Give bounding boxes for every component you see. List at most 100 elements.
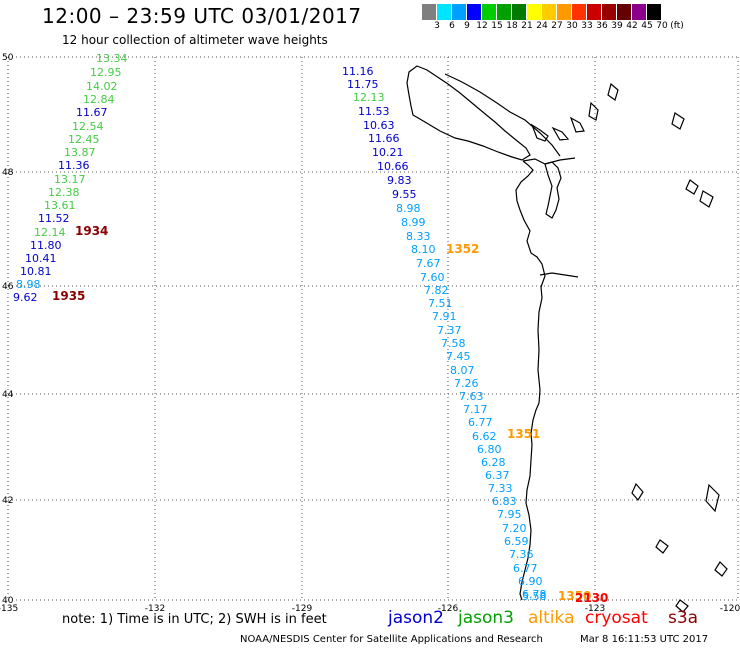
jason3-west-track: 13.3412.9514.0212.8411.6712.5412.4513.87… <box>13 52 128 304</box>
lat-label: 48 <box>2 168 14 178</box>
credit-text: NOAA/NESDIS Center for Satellite Applica… <box>240 634 543 645</box>
color-swatch-11 <box>587 4 602 20</box>
wave-height-label: 11.53 <box>358 105 390 118</box>
wave-height-label: 8.99 <box>401 216 426 229</box>
color-swatch-6 <box>512 4 527 20</box>
wave-height-label: 11.80 <box>30 239 62 252</box>
coastline-strait <box>522 157 576 165</box>
color-scale-label: 18 <box>506 21 518 31</box>
lon-label: -135 <box>0 604 18 614</box>
wave-height-label: 9.55 <box>392 188 417 201</box>
wave-height-label: 6.37 <box>485 469 510 482</box>
wave-height-label: 12.38 <box>48 186 80 199</box>
wave-height-label: 6.28 <box>481 456 506 469</box>
wave-height-label: 7.95 <box>497 508 522 521</box>
credit-timestamp: Mar 8 16:11:53 UTC 2017 <box>580 634 709 645</box>
wave-height-label: 7.82 <box>424 284 449 297</box>
wave-height-label: 6.77 <box>513 562 538 575</box>
pass-time-label: 1350 <box>558 589 591 603</box>
color-swatch-10 <box>572 4 587 20</box>
wave-height-label: 7.51 <box>428 297 453 310</box>
jason2-coast-track: 11.1611.7512.1311.5310.6311.6610.2110.66… <box>342 65 547 603</box>
color-swatch-12 <box>602 4 617 20</box>
coastline-islands <box>530 82 619 142</box>
wave-height-label: 13.34 <box>96 52 128 65</box>
wave-height-label: 6.77 <box>468 416 493 429</box>
wave-height-label: 10.21 <box>372 146 404 159</box>
lat-label: 44 <box>2 390 14 400</box>
color-swatch-7 <box>527 4 542 20</box>
color-swatch-13 <box>617 4 632 20</box>
footer-note: note: 1) Time is in UTC; 2) SWH is in fe… <box>62 612 327 627</box>
wave-height-label: 9.83 <box>387 174 412 187</box>
wave-height-label: 14.02 <box>86 80 118 93</box>
wave-height-label: 6.59 <box>504 535 529 548</box>
wave-height-label: 8.07 <box>450 364 475 377</box>
color-swatch-3 <box>467 4 482 20</box>
map-grid <box>7 56 739 601</box>
wave-height-label: 7.26 <box>454 377 479 390</box>
color-scale-label: 70 <box>656 21 668 31</box>
wave-height-label: 7.33 <box>488 482 513 495</box>
color-swatch-0 <box>422 4 437 20</box>
color-swatch-4 <box>482 4 497 20</box>
wave-height-label: 12.84 <box>83 93 115 106</box>
pass-time-label: 1935 <box>52 289 85 303</box>
coastline-mainland <box>515 160 546 601</box>
color-scale <box>422 4 662 20</box>
wave-height-label: 7.17 <box>463 403 488 416</box>
lon-label: -123 <box>585 604 605 614</box>
wave-height-label: 12.14 <box>34 226 66 239</box>
wave-height-label: 12.54 <box>72 120 104 133</box>
page-title: 12:00 – 23:59 UTC 03/01/2017 <box>42 4 362 28</box>
color-scale-label: 42 <box>626 21 638 31</box>
wave-height-label: 10.63 <box>363 119 395 132</box>
wave-height-label: 7.60 <box>420 271 445 284</box>
lon-label: -126 <box>438 604 459 614</box>
page-subtitle: 12 hour collection of altimeter wave hei… <box>62 33 328 47</box>
wave-height-label: 13.17 <box>54 173 86 186</box>
wave-height-label: 13.61 <box>44 199 76 212</box>
wave-height-label: 8.98 <box>396 202 421 215</box>
wave-height-label: 6.78 <box>522 588 547 601</box>
color-swatch-8 <box>542 4 557 20</box>
wave-height-label: 11.36 <box>58 159 90 172</box>
color-swatch-5 <box>497 4 512 20</box>
wave-height-label: 7.20 <box>502 522 527 535</box>
coastline-inland-water <box>444 73 561 157</box>
legend-jason3: jason3 <box>458 608 514 628</box>
axis-labels: -135 -132 -129 -126 -123 -120 50 48 46 44 42 40 <box>0 53 740 614</box>
color-scale-label: 30 <box>566 21 578 31</box>
color-scale-label: 24 <box>536 21 548 31</box>
wave-height-label: 7.36 <box>509 548 534 561</box>
wave-height-label: 7.58 <box>441 337 466 350</box>
wave-height-label: 7.63 <box>459 390 484 403</box>
color-swatch-9 <box>557 4 572 20</box>
wave-height-label: 9.62 <box>13 291 38 304</box>
lat-label: 42 <box>2 496 13 506</box>
color-scale-label: 15 <box>491 21 503 31</box>
wave-height-label: 8.10 <box>411 243 436 256</box>
color-scale-label: 21 <box>521 21 533 31</box>
wave-height-label: 8.33 <box>406 230 431 243</box>
color-scale-label: 3 <box>434 21 440 31</box>
pass-time-label: 1934 <box>75 224 108 238</box>
color-scale-label: 39 <box>611 21 623 31</box>
wave-height-label: 7.45 <box>446 350 471 363</box>
legend-cryosat: cryosat <box>585 608 648 628</box>
pass-time-label: 1352 <box>446 242 479 256</box>
wave-height-label: 7.67 <box>416 257 441 270</box>
lon-label: -132 <box>145 604 165 614</box>
color-scale-label: 36 <box>596 21 608 31</box>
pass-time-label: 1351 <box>507 427 540 441</box>
wave-height-label: 6.90 <box>518 575 543 588</box>
color-swatch-2 <box>452 4 467 20</box>
color-scale-label: 12 <box>476 21 488 31</box>
color-scale-label: (ft) <box>670 21 684 31</box>
wave-height-label: 11.66 <box>368 132 400 145</box>
wave-height-label: 7.37 <box>437 324 462 337</box>
color-swatch-1 <box>437 4 452 20</box>
lat-label: 40 <box>2 596 14 606</box>
